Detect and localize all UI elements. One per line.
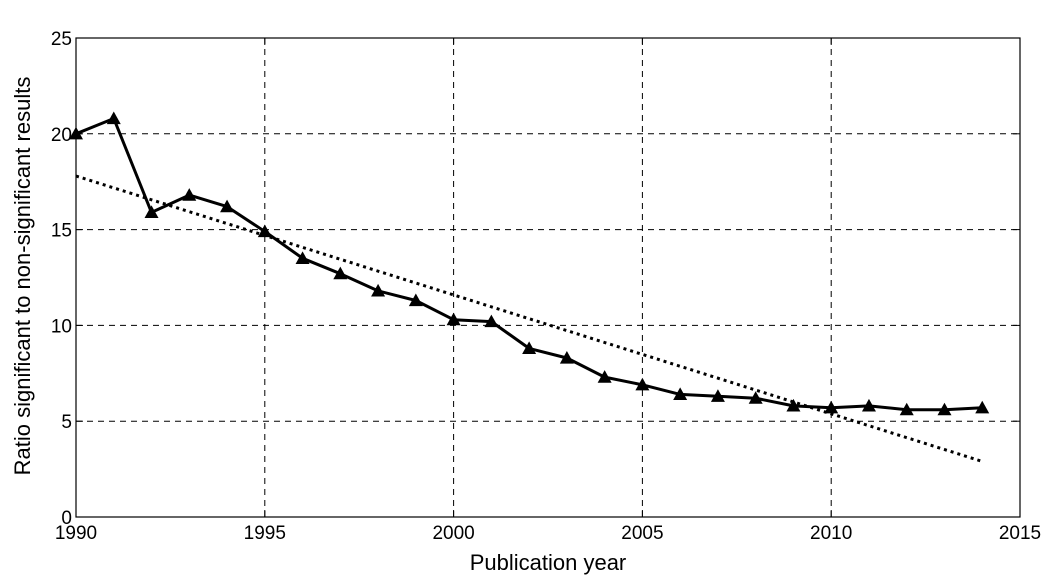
y-axis-label: Ratio significant to non-significant res… — [10, 77, 35, 476]
y-tick-label: 15 — [51, 221, 72, 242]
triangle-marker — [673, 387, 688, 400]
triangle-marker — [333, 266, 348, 280]
triangle-marker — [861, 398, 876, 412]
triangle-marker — [371, 283, 386, 297]
y-tick-label: 25 — [51, 29, 72, 50]
triangle-marker — [144, 205, 159, 218]
trend-line-path — [75, 174, 983, 463]
triangle-marker — [635, 377, 650, 391]
x-tick-label: 2015 — [999, 523, 1041, 544]
x-axis-ticks: 1990 1995 2000 2005 2010 2015 — [55, 38, 1041, 544]
series-line — [75, 117, 983, 412]
y-tick-label: 5 — [61, 412, 72, 433]
plot-frame — [75, 37, 1021, 518]
triangle-marker — [824, 400, 839, 414]
x-tick-label: 1995 — [244, 523, 286, 544]
trend-line — [75, 174, 983, 463]
data-series — [69, 111, 990, 416]
triangle-marker — [295, 251, 310, 264]
triangle-marker — [106, 111, 121, 125]
triangle-marker — [975, 400, 990, 414]
x-tick-label: 1990 — [55, 523, 97, 544]
x-tick-label: 2010 — [810, 523, 852, 544]
triangle-marker — [257, 224, 272, 238]
triangle-marker — [937, 402, 952, 416]
x-tick-label: 2000 — [432, 523, 474, 544]
triangle-marker — [408, 293, 423, 307]
triangle-marker — [899, 402, 914, 416]
y-tick-label: 10 — [51, 316, 72, 337]
y-tick-label: 0 — [61, 508, 72, 529]
triangle-marker — [748, 391, 763, 404]
grid — [76, 38, 1020, 517]
triangle-marker — [559, 350, 574, 364]
triangle-marker — [182, 188, 197, 201]
y-axis-ticks: 0 5 10 15 20 25 — [51, 29, 1020, 529]
y-tick-label: 20 — [51, 125, 72, 146]
triangle-marker — [484, 314, 499, 328]
series-layer — [69, 111, 990, 463]
triangle-marker — [522, 341, 537, 354]
x-axis-label: Publication year — [470, 550, 627, 575]
triangle-marker — [786, 398, 801, 412]
triangle-marker — [710, 389, 725, 402]
triangle-marker — [220, 199, 235, 213]
triangle-marker — [597, 370, 612, 383]
x-tick-label: 2005 — [621, 523, 663, 544]
triangle-marker — [446, 312, 461, 326]
